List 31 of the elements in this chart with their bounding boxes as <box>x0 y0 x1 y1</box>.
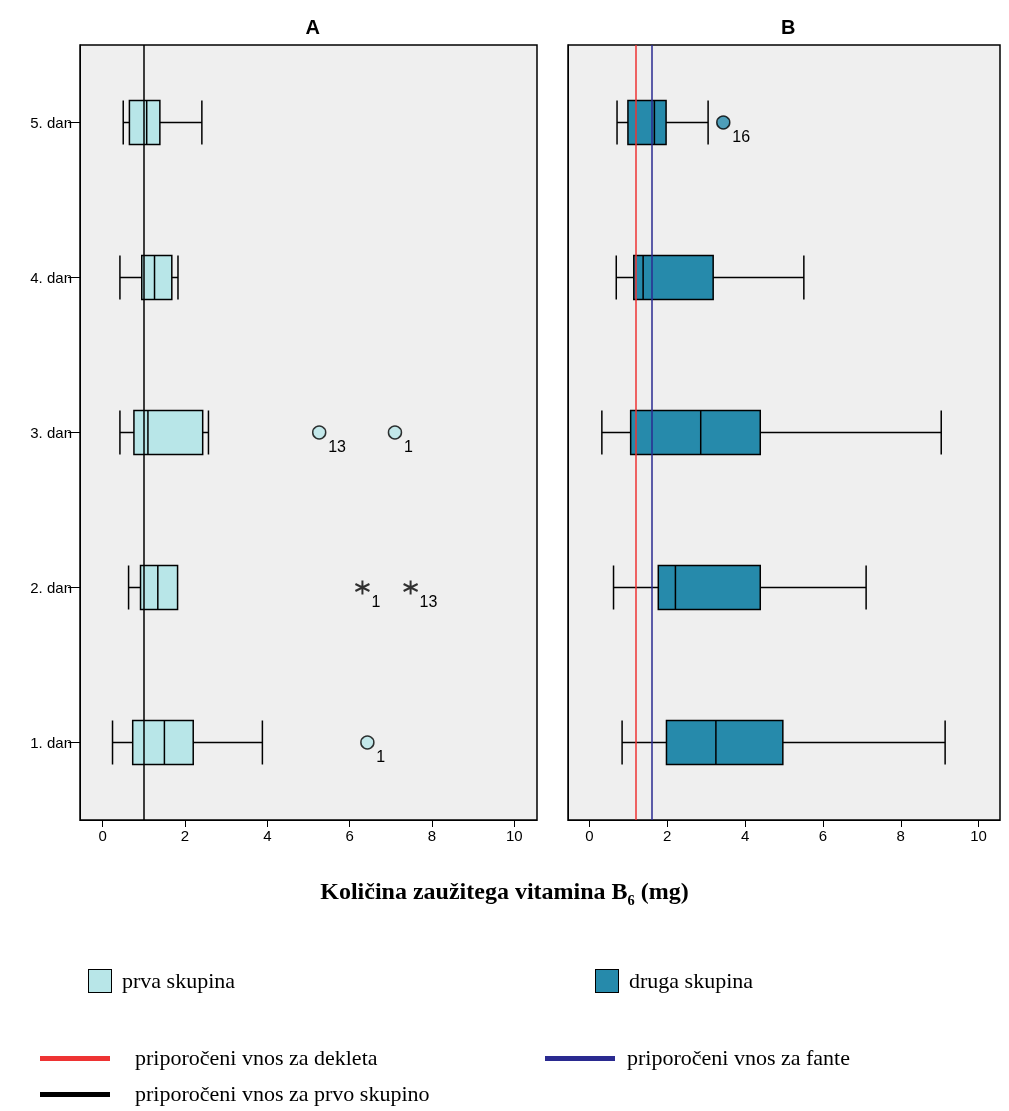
annotation: 13 <box>419 593 438 610</box>
x-tick-label: 6 <box>818 827 828 844</box>
x-tick-label: 0 <box>585 827 594 844</box>
x-tick-label: 4 <box>263 827 272 844</box>
legend-label: priporočeni vnos za fante <box>626 1045 850 1071</box>
y-tick-label: 2. dan <box>30 579 72 596</box>
x-tick-label: 8 <box>896 827 905 844</box>
x-tick-label: 6 <box>345 827 354 844</box>
annotation: 16 <box>732 128 751 145</box>
x-tick-label: 4 <box>740 827 750 844</box>
chart-title: A <box>305 16 320 38</box>
annotation: 1 <box>376 748 386 765</box>
y-tick-label: 1. dan <box>30 734 72 751</box>
annotation: 1 <box>403 438 413 455</box>
y-tick-label: 3. dan <box>30 424 72 441</box>
legend-label: prva skupina <box>121 968 236 994</box>
chart-title: B <box>781 16 796 38</box>
x-tick-label: 10 <box>970 827 987 844</box>
annotation: 13 <box>328 438 347 455</box>
x-tick-label: 10 <box>506 827 523 844</box>
x-tick-label: 0 <box>98 827 107 844</box>
legend-label: priporočeni vnos za dekleta <box>134 1045 378 1071</box>
y-tick-label: 4. dan <box>30 269 72 286</box>
x-axis-title: Količina zaužitega vitamina B$_{6}$ (mg) <box>319 878 690 909</box>
x-tick-label: 2 <box>663 827 672 844</box>
y-tick-label: 5. dan <box>30 114 72 131</box>
legend-label: priporočeni vnos za prvo skupino <box>134 1081 430 1107</box>
annotation: 1 <box>371 593 381 610</box>
x-tick-label: 2 <box>180 827 190 844</box>
x-tick-label: 8 <box>427 827 437 844</box>
legend-label: druga skupina <box>628 968 754 994</box>
